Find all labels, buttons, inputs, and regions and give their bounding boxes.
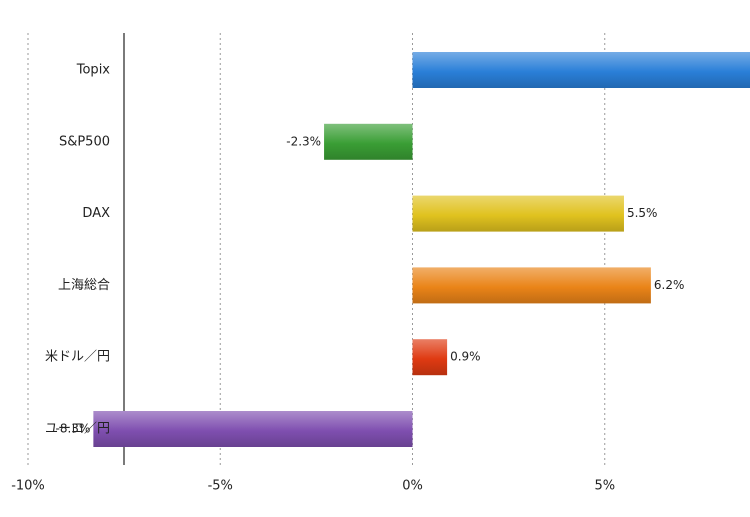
x-tick-labels: -10%-5%0%5%10%15% [11, 479, 615, 494]
category-label: 米ドル／円 [45, 350, 110, 365]
data-label: -2.3% [286, 134, 321, 148]
category-label: ユーロ／円 [45, 422, 110, 437]
bar [412, 339, 448, 376]
data-label: 5.5% [627, 206, 658, 220]
gridlines [27, 33, 606, 465]
data-label: 6.2% [654, 278, 685, 292]
bar [412, 267, 651, 304]
x-tick-label: 0% [402, 479, 423, 494]
bar [324, 123, 413, 160]
category-label: Topix [76, 63, 111, 78]
category-label: 上海総合 [58, 278, 110, 293]
category-label: S&P500 [59, 134, 110, 149]
bar [412, 52, 750, 88]
x-tick-label: -5% [208, 479, 233, 494]
x-tick-label: 5% [594, 479, 615, 494]
data-labels: 10.1%-2.3%5.5%6.2%0.9%-8.3% [56, 134, 685, 436]
x-tick-label: -10% [11, 479, 45, 494]
bar [93, 411, 413, 447]
data-label: 0.9% [450, 350, 481, 364]
bar [412, 195, 624, 232]
bars [93, 52, 750, 447]
category-label: DAX [82, 206, 110, 221]
data-label: -8.3% [56, 422, 91, 436]
